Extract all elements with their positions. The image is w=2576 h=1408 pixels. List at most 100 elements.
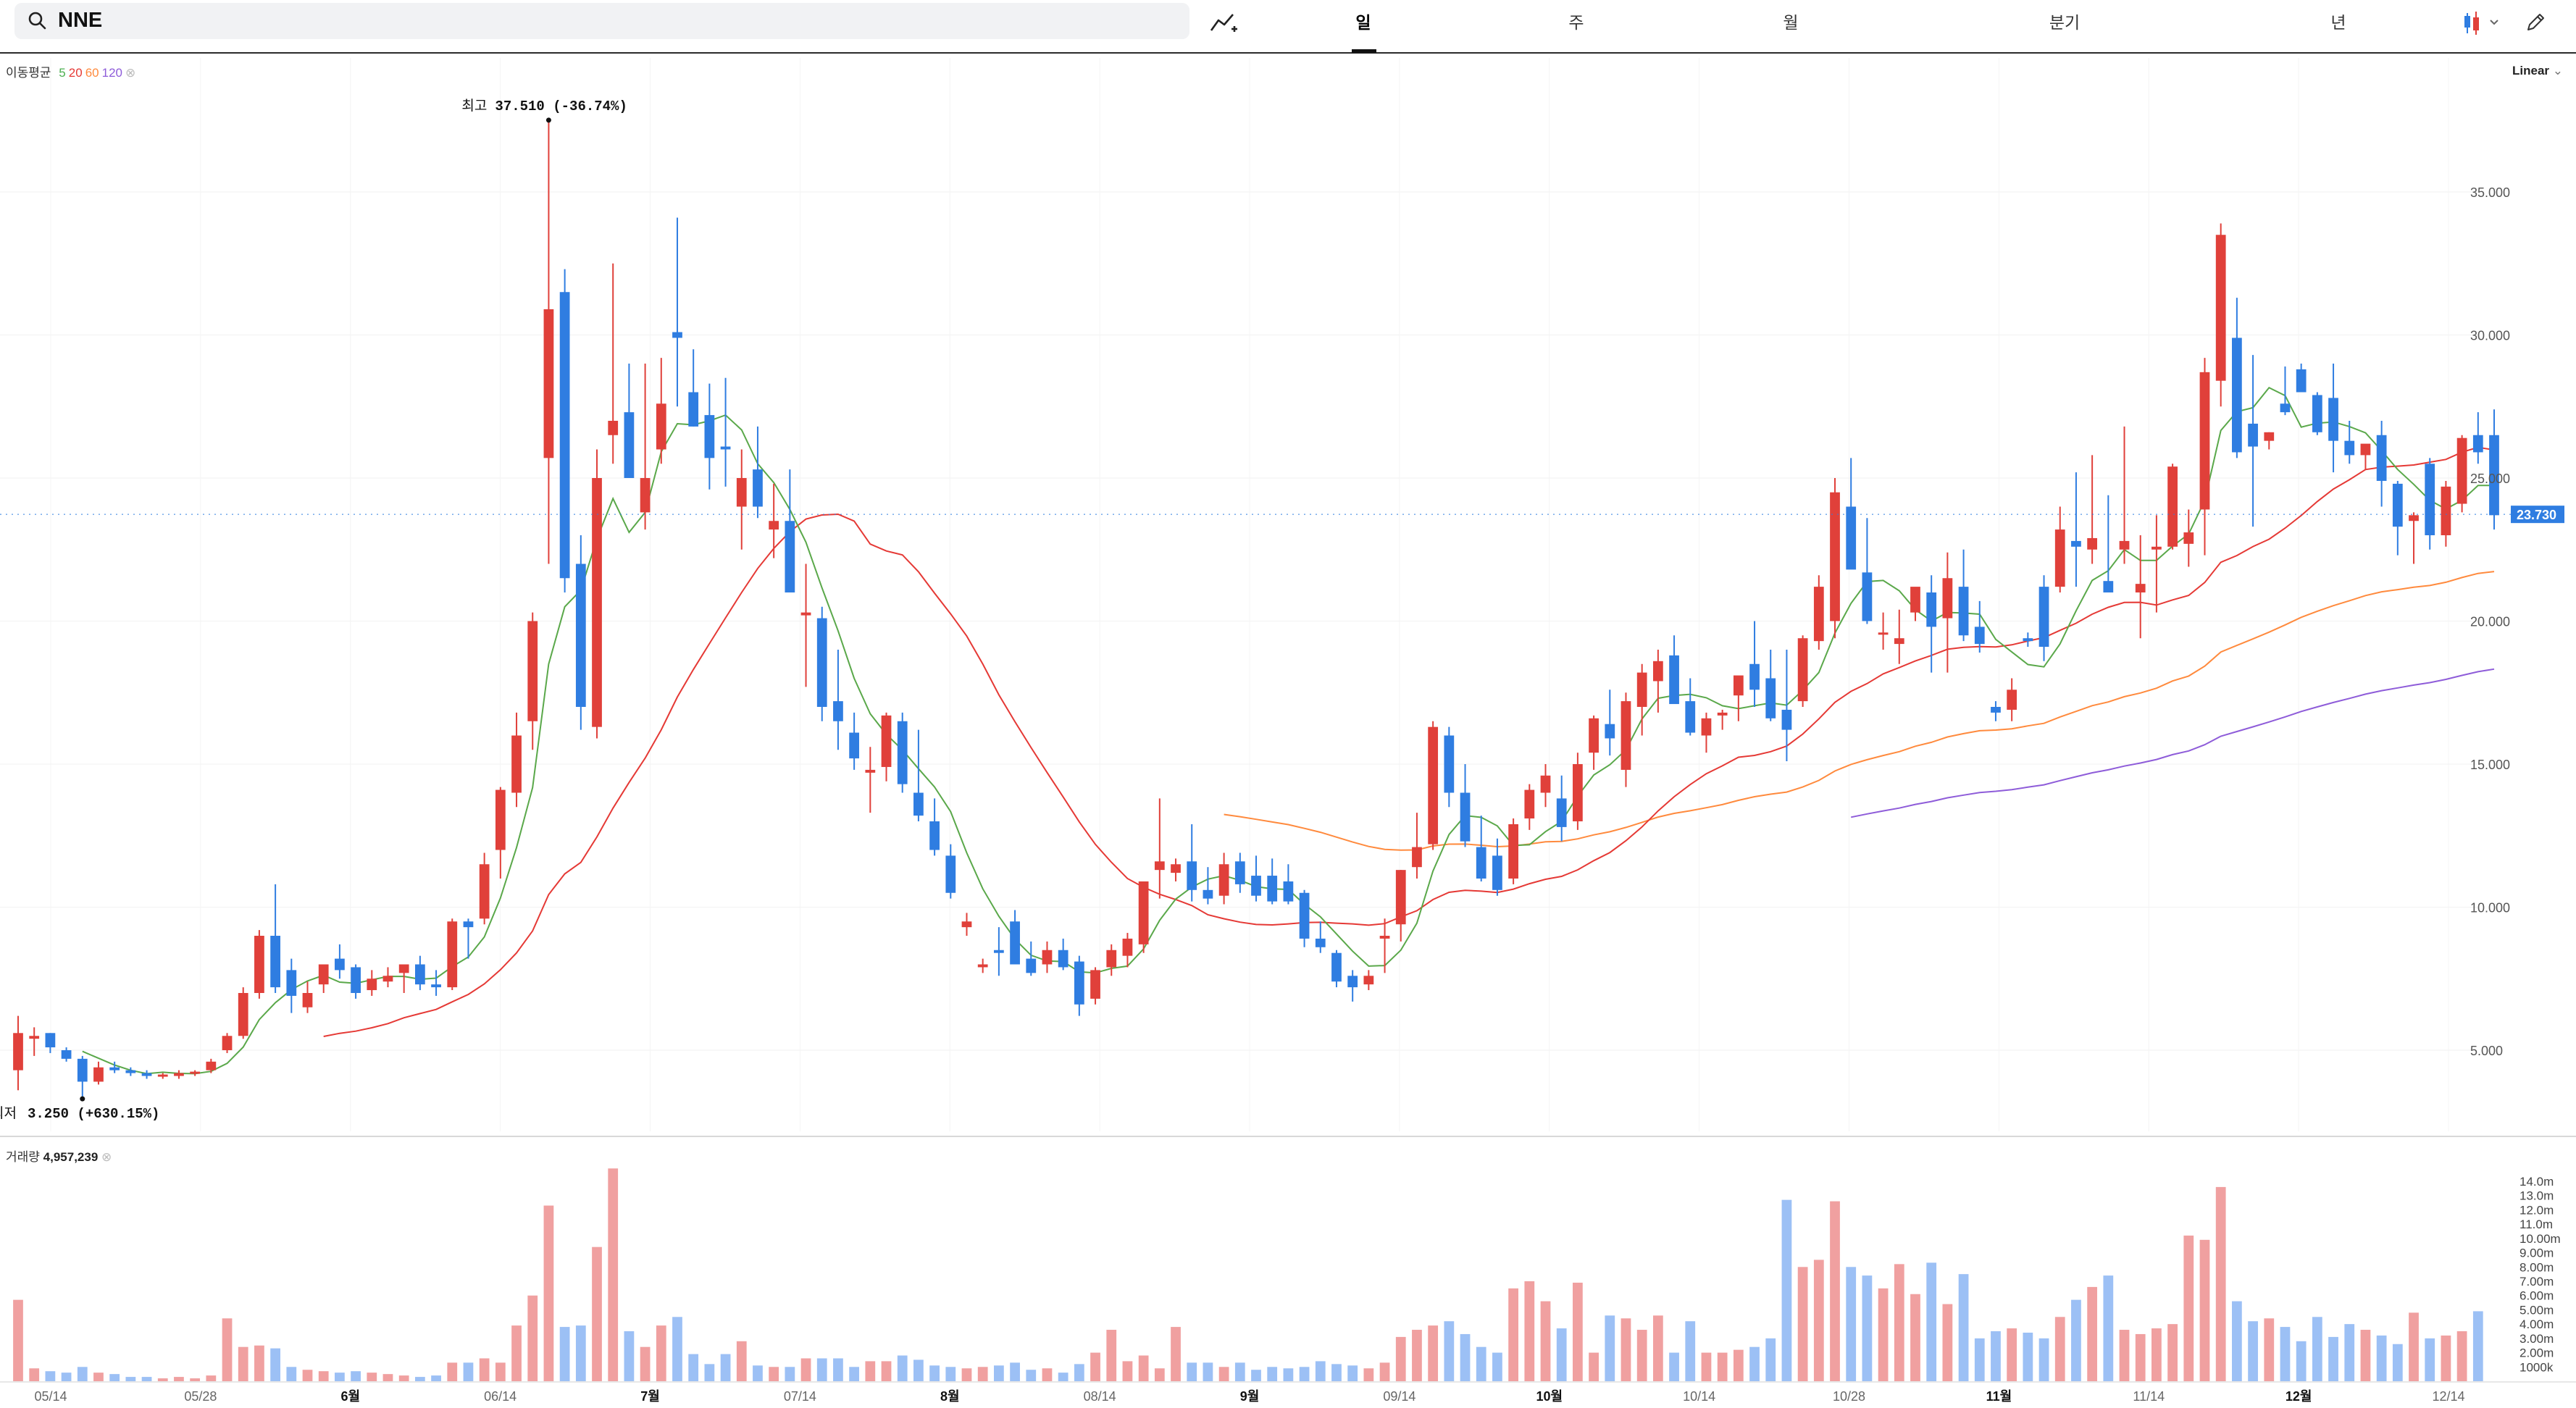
price-axis-label: 25.000 [2470,472,2510,486]
volume-bar [479,1358,490,1381]
low-label: 최저 [0,1105,17,1122]
candle-chart-type-icon[interactable] [2462,10,2505,36]
volume-axis-label: 12.0m [2519,1203,2554,1217]
candle-body [753,469,763,507]
candle-body [1187,861,1197,890]
moving-average-legend[interactable]: 이동평균 5 20 60 120 ⊗ [6,62,140,80]
tab-1[interactable]: 주 [1568,13,1584,32]
volume-bar [206,1375,217,1381]
candle-body [865,769,876,773]
candle-body [1765,678,1776,718]
candle-body [2023,638,2033,642]
current-price-tag [2511,506,2564,524]
volume-bar [335,1373,345,1381]
candle-body [2409,515,2419,521]
volume-axis-label: 10.00m [2519,1232,2561,1246]
candle-body [720,446,731,450]
candle-body [1781,709,1792,730]
candle-body [608,421,619,435]
volume-bar [77,1367,88,1381]
volume-bar [1234,1362,1245,1381]
volume-bar [1605,1315,1615,1381]
low-marker [80,1096,85,1102]
candle-body [929,821,940,850]
volume-bar [2103,1275,2114,1381]
volume-axis-label: 6.00m [2519,1289,2554,1303]
volume-bar [672,1317,682,1381]
candle-body [849,732,860,759]
candle-body [1717,712,1728,716]
candle-body [351,967,361,993]
candle-body [1508,824,1518,879]
x-axis-label: 10/28 [1833,1389,1865,1404]
volume-bar [2472,1311,2483,1381]
ma-20-line [323,446,2495,1037]
candle-body [447,921,458,988]
volume-bar [286,1367,297,1381]
tab-4[interactable]: 년 [2330,13,2346,32]
volume-bar [929,1365,940,1381]
volume-bar [1589,1352,1599,1381]
candle-body [1460,792,1471,842]
volume-bar [736,1341,747,1381]
candle-body [913,792,924,816]
search-box[interactable]: NNE [14,3,1189,39]
volume-bar [1460,1333,1471,1381]
volume-axis-label: 7.00m [2519,1275,2554,1288]
panel-divider[interactable] [0,1136,2576,1137]
volume-bar [1685,1321,1696,1381]
volume-bar [141,1377,152,1381]
volume-axis-label: 9.00m [2519,1246,2554,1260]
volume-bar [302,1370,313,1381]
low-text: 3.250 (+630.15%) [28,1106,159,1122]
volume-bar [1203,1362,1213,1381]
scale-selector[interactable]: Linear ⌄ [2512,64,2563,78]
volume-bar [1138,1355,1149,1381]
candle-body [2199,372,2210,510]
candle-body [2296,369,2307,393]
current-price-label: 23.730 [2517,508,2556,522]
volume-bar [45,1371,56,1381]
candle-body [769,521,779,530]
tab-3[interactable]: 분기 [2049,13,2081,32]
volume-value: 4,957,239 [43,1150,99,1164]
volume-bar [2232,1301,2242,1381]
pencil-icon[interactable] [2524,11,2547,34]
volume-axis-label: 11.0m [2519,1218,2553,1231]
volume-bar [1958,1274,1969,1381]
candle-body [1315,938,1326,947]
candle-body [1958,587,1969,636]
tab-2[interactable]: 월 [1783,13,1799,32]
candle-body [254,936,264,993]
candle-body [592,478,602,727]
ma-60-line [1224,571,2495,851]
active-tab-underline [1352,49,1376,53]
search-input[interactable]: NNE [58,9,103,32]
x-axis-label: 05/14 [34,1389,67,1404]
candle-body [1573,764,1583,821]
candle-body [1042,950,1053,965]
price-chart[interactable]: 35.000 30.000 25.000 20.000 15.000 10.000 5.00… [0,52,2576,1408]
tab-0[interactable]: 일 [1355,13,1371,32]
scale-label: Linear [2512,64,2550,77]
candle-body [61,1050,72,1059]
volume-bar [2151,1328,2162,1381]
close-icon[interactable]: ⊗ [125,66,136,80]
candle-body [1074,961,1084,1005]
candle-body [398,964,409,973]
close-icon[interactable]: ⊗ [101,1150,112,1164]
candle-body [1379,936,1390,939]
candle-body [2232,338,2242,453]
volume-bar [785,1367,795,1381]
candle-body [1991,707,2001,713]
volume-bar [61,1373,72,1381]
candle-body [2103,581,2114,592]
volume-bar [2456,1331,2467,1381]
volume-bar [2183,1235,2194,1381]
trend-indicator-icon[interactable] [1208,9,1240,38]
candle-body [1476,847,1486,879]
candle-body [2472,435,2483,453]
volume-bar [1042,1368,1053,1381]
volume-bar [1991,1331,2001,1381]
candle-body [1846,506,1857,570]
